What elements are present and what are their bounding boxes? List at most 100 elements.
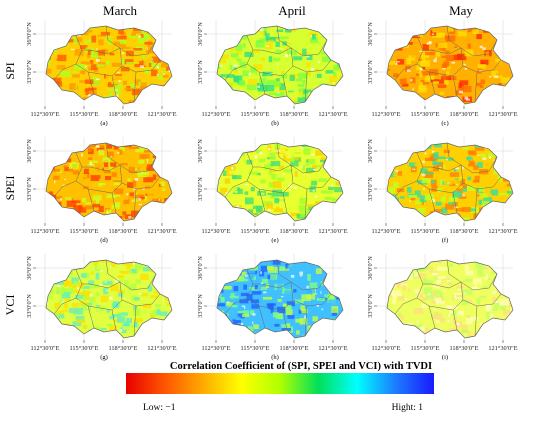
subregion-boundary [292, 59, 332, 73]
subregion-boundary [105, 25, 121, 49]
subregion-boundary [430, 156, 498, 174]
x-tick-label: 121°30′0″E [488, 228, 517, 235]
x-tick-label: 115°30′0″E [410, 228, 439, 235]
x-tick-label: 112°30′0″E [201, 228, 230, 235]
y-tick-label: 33°0′0″N [197, 60, 204, 84]
map-panels: 112°30′0″E 115°30′0″E 118°30′0″E 121°30′0″E… [26, 20, 518, 361]
panel-label: (h) [271, 354, 279, 361]
panel-label: (g) [100, 354, 108, 361]
x-tick-label: 115°30′0″E [410, 111, 439, 118]
subregion-boundary [446, 259, 462, 283]
x-tick-label: 112°30′0″E [201, 345, 230, 352]
x-tick-label: 115°30′0″E [410, 345, 439, 352]
subregion-boundary [258, 71, 284, 77]
subregion-boundary [53, 297, 77, 315]
subregion-boundary [133, 71, 137, 103]
panel-label: (e) [271, 237, 278, 244]
region-boundary [386, 25, 514, 105]
subregion-boundary [260, 156, 328, 174]
subregion-boundary [276, 142, 292, 166]
panel-label: (f) [442, 237, 449, 244]
subregion-boundary [87, 71, 113, 77]
subregion-boundary [105, 259, 121, 283]
x-tick-label: 115°30′0″E [69, 228, 98, 235]
subregion-boundary [258, 188, 284, 194]
subregion-boundary [87, 188, 113, 194]
x-tick-label: 118°30′0″E [108, 345, 137, 352]
x-tick-label: 118°30′0″E [279, 228, 308, 235]
y-tick-label: 33°0′0″N [367, 294, 374, 318]
x-tick-label: 118°30′0″E [108, 111, 137, 118]
x-tick-label: 121°30′0″E [147, 228, 176, 235]
y-tick-label: 36°0′0″N [197, 22, 204, 46]
column-title-may: May [449, 3, 473, 18]
subregion-boundary [304, 71, 308, 103]
y-tick-label: 36°0′0″N [26, 22, 33, 46]
subregion-boundary [224, 63, 248, 81]
x-tick-label: 118°30′0″E [279, 111, 308, 118]
x-tick-label: 115°30′0″E [240, 228, 269, 235]
y-tick-label: 33°0′0″N [26, 177, 33, 201]
x-tick-label: 121°30′0″E [318, 345, 347, 352]
row-title-spi: SPI [3, 62, 17, 79]
y-tick-label: 33°0′0″N [26, 294, 33, 318]
x-tick-label: 112°30′0″E [30, 111, 59, 118]
subregion-boundary [121, 176, 161, 190]
subregion-boundary [89, 156, 157, 174]
subregion-boundary [292, 293, 332, 307]
colorbar-low-label: Low: −1 [143, 403, 176, 413]
subregion-boundary [133, 305, 137, 337]
map-panel: 112°30′0″E 115°30′0″E 118°30′0″E 121°30′0″E… [367, 20, 518, 127]
subregion-boundary [304, 305, 308, 337]
panel-label: (b) [271, 120, 279, 127]
subregion-boundary [394, 180, 418, 198]
region-boundary [386, 142, 514, 222]
panel-label: (i) [442, 354, 448, 361]
map-panel: 112°30′0″E 115°30′0″E 118°30′0″E 121°30′0″E… [26, 20, 177, 127]
subregion-boundary [282, 47, 294, 97]
map-panel: 112°30′0″E 115°30′0″E 118°30′0″E 121°30′0″E… [26, 137, 177, 244]
subregion-boundary [428, 305, 454, 311]
x-tick-label: 118°30′0″E [279, 345, 308, 352]
region-boundary [45, 259, 173, 339]
x-tick-label: 121°30′0″E [488, 345, 517, 352]
subregion-boundary [111, 281, 123, 331]
x-tick-label: 115°30′0″E [69, 111, 98, 118]
colorbar-high-label: Hight: 1 [392, 403, 424, 413]
map-panel: 112°30′0″E 115°30′0″E 118°30′0″E 121°30′0″E… [197, 137, 348, 244]
subregion-boundary [452, 164, 464, 214]
y-tick-label: 36°0′0″N [197, 139, 204, 163]
subregion-boundary [53, 63, 77, 81]
subregion-boundary [87, 305, 113, 311]
region-boundary [216, 259, 344, 339]
x-tick-label: 121°30′0″E [488, 111, 517, 118]
subregion-boundary [446, 142, 462, 166]
subregion-boundary [452, 281, 464, 331]
y-tick-label: 36°0′0″N [26, 139, 33, 163]
y-tick-label: 36°0′0″N [367, 22, 374, 46]
region-boundary [386, 259, 514, 339]
subregion-boundary [121, 293, 161, 307]
x-tick-label: 118°30′0″E [108, 228, 137, 235]
subregion-boundary [53, 180, 77, 198]
x-tick-label: 121°30′0″E [147, 111, 176, 118]
panel-label: (c) [441, 120, 448, 127]
x-tick-label: 115°30′0″E [240, 345, 269, 352]
map-panel: 112°30′0″E 115°30′0″E 118°30′0″E 121°30′0″E… [367, 254, 518, 361]
subregion-boundary [276, 25, 292, 49]
x-tick-label: 118°30′0″E [449, 111, 478, 118]
subregion-boundary [430, 39, 498, 57]
region-boundary [216, 142, 344, 222]
x-tick-label: 112°30′0″E [30, 345, 59, 352]
subregion-boundary [474, 71, 478, 103]
row-title-spei: SPEI [3, 176, 17, 201]
row-title-vci: VCI [3, 295, 17, 316]
column-title-march: March [103, 3, 137, 18]
correlation-raster [217, 260, 343, 338]
x-tick-label: 121°30′0″E [318, 228, 347, 235]
region-boundary [216, 25, 344, 105]
subregion-boundary [462, 59, 502, 73]
subregion-boundary [111, 164, 123, 214]
subregion-boundary [89, 39, 157, 57]
